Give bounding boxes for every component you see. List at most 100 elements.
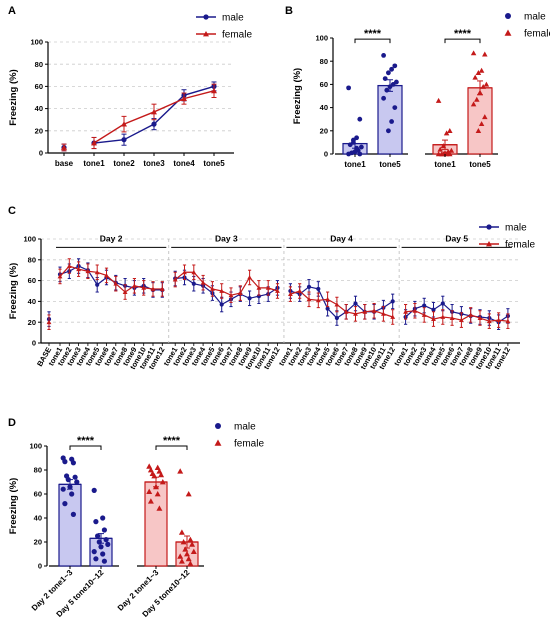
data-point-female	[505, 318, 511, 324]
individual-point	[69, 491, 75, 497]
data-point-female	[181, 95, 187, 102]
individual-point	[158, 471, 165, 478]
data-point-female	[287, 291, 293, 297]
individual-point	[386, 128, 391, 134]
data-point-male	[247, 296, 252, 301]
individual-point	[156, 505, 163, 511]
significance-bracket	[69, 445, 102, 450]
data-point-female	[343, 309, 349, 314]
data-point-female	[265, 285, 271, 290]
individual-point	[478, 67, 485, 73]
data-point-female	[150, 286, 156, 291]
series-line-female	[174, 271, 278, 296]
data-point-female	[122, 289, 128, 294]
individual-point	[100, 551, 106, 557]
individual-point	[478, 121, 485, 127]
individual-point	[74, 479, 80, 485]
y-tick-label: 20	[28, 318, 36, 327]
individual-point	[448, 147, 455, 153]
data-point-female	[275, 288, 280, 293]
data-point-female	[191, 269, 197, 275]
data-point-male	[121, 137, 127, 143]
significance-stars: ****	[454, 28, 472, 40]
individual-point	[178, 529, 185, 535]
individual-point	[381, 95, 386, 101]
series-line-female	[290, 290, 393, 318]
x-tick-label: tone5	[203, 159, 225, 168]
data-point-female	[66, 263, 72, 268]
data-point-female	[297, 288, 303, 293]
individual-point	[381, 53, 386, 58]
data-point-female	[440, 314, 446, 319]
x-tick-label: tone4	[173, 159, 195, 168]
data-point-female	[380, 311, 386, 316]
legend-marker-female	[486, 241, 492, 247]
data-point-female	[85, 268, 91, 274]
individual-point	[185, 555, 192, 562]
individual-point	[93, 519, 99, 525]
y-tick-label: 0	[324, 150, 328, 159]
data-point-male	[191, 281, 196, 286]
individual-point	[93, 556, 99, 562]
individual-point	[357, 116, 363, 122]
series-line-male	[175, 276, 278, 306]
data-point-male	[353, 301, 358, 306]
significance-bracket	[444, 38, 481, 44]
y-tick-label: 0	[39, 149, 43, 158]
individual-point	[159, 479, 166, 485]
y-axis-label: Freezing (%)	[8, 69, 19, 125]
data-point-female	[412, 308, 418, 313]
panel-label-c: C	[8, 205, 16, 217]
legend-marker-male	[486, 224, 492, 230]
individual-point	[472, 74, 478, 80]
individual-point	[475, 128, 482, 134]
individual-point	[147, 498, 154, 504]
individual-point	[177, 468, 184, 474]
individual-point	[91, 487, 97, 493]
individual-point	[435, 97, 442, 103]
legend-marker-female	[504, 29, 512, 36]
y-tick-label: 20	[320, 126, 328, 135]
y-tick-label: 100	[30, 38, 43, 47]
legend-label-male: male	[505, 223, 527, 234]
individual-point	[470, 101, 477, 107]
x-tick-label: tone5	[469, 160, 491, 169]
series-line-male	[290, 286, 394, 319]
data-point-female	[486, 318, 492, 324]
individual-point	[187, 560, 194, 566]
y-tick-label: 100	[23, 235, 36, 244]
individual-point	[187, 536, 194, 542]
bar	[58, 483, 82, 567]
individual-point	[184, 551, 190, 557]
y-axis-label: Freezing (%)	[292, 68, 303, 124]
data-point-female	[211, 87, 217, 94]
data-point-female	[131, 283, 137, 288]
x-tick-label: base	[55, 159, 74, 168]
legend-marker-male	[215, 423, 221, 429]
individual-point	[475, 70, 482, 76]
individual-point	[154, 491, 161, 497]
data-point-female	[151, 108, 157, 115]
significance-stars: ****	[364, 28, 382, 40]
data-point-male	[390, 299, 395, 304]
individual-point	[177, 553, 184, 559]
y-tick-label: 60	[35, 82, 43, 91]
y-tick-label: 0	[32, 339, 36, 348]
individual-point	[62, 501, 68, 507]
individual-point	[480, 83, 486, 89]
individual-point	[354, 145, 359, 151]
individual-point	[440, 143, 447, 149]
individual-point	[70, 511, 76, 517]
individual-point	[190, 548, 197, 554]
data-point-female	[371, 308, 377, 313]
individual-point	[346, 151, 351, 157]
day-label: Day 2	[100, 233, 123, 243]
legend-marker-male	[203, 14, 209, 20]
significance-bracket	[354, 38, 391, 44]
individual-point	[357, 151, 363, 157]
individual-point	[482, 51, 488, 57]
day-label: Day 3	[215, 233, 238, 243]
individual-point	[437, 146, 443, 152]
individual-point	[72, 474, 78, 480]
data-point-female	[362, 309, 368, 314]
